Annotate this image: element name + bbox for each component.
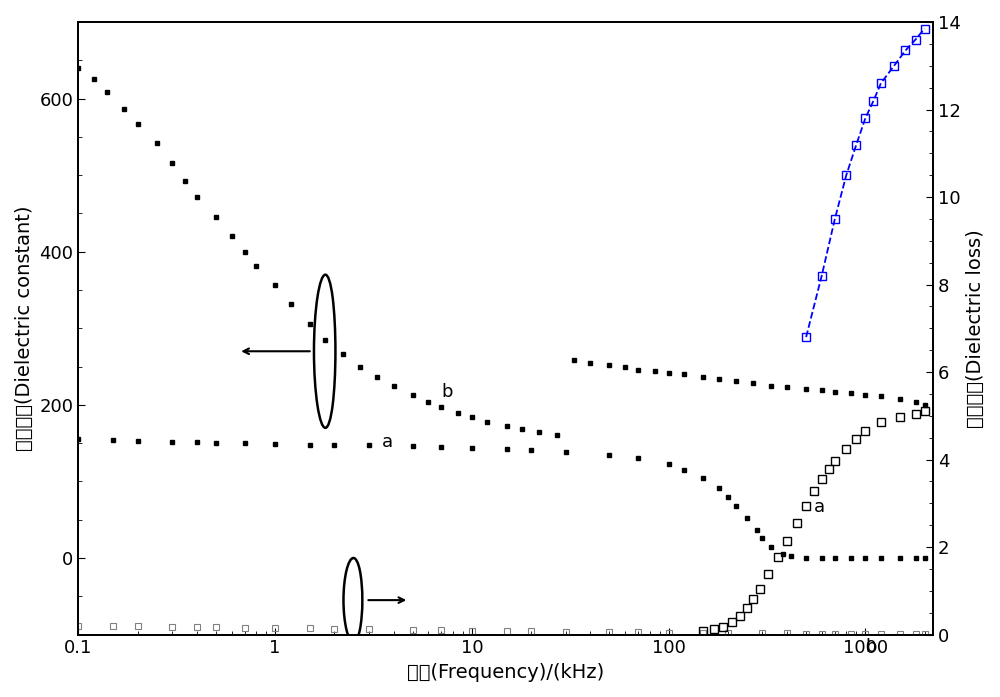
Y-axis label: 介电常数(Dielectric constant): 介电常数(Dielectric constant) [15, 206, 34, 451]
Text: a: a [814, 498, 825, 516]
Text: b: b [865, 638, 877, 656]
Text: b: b [441, 383, 453, 401]
Y-axis label: 介电损耗(Dielectric loss): 介电损耗(Dielectric loss) [966, 229, 985, 428]
X-axis label: 频率(Frequency)/(kHz): 频率(Frequency)/(kHz) [407, 663, 604, 682]
Text: a: a [382, 433, 393, 451]
